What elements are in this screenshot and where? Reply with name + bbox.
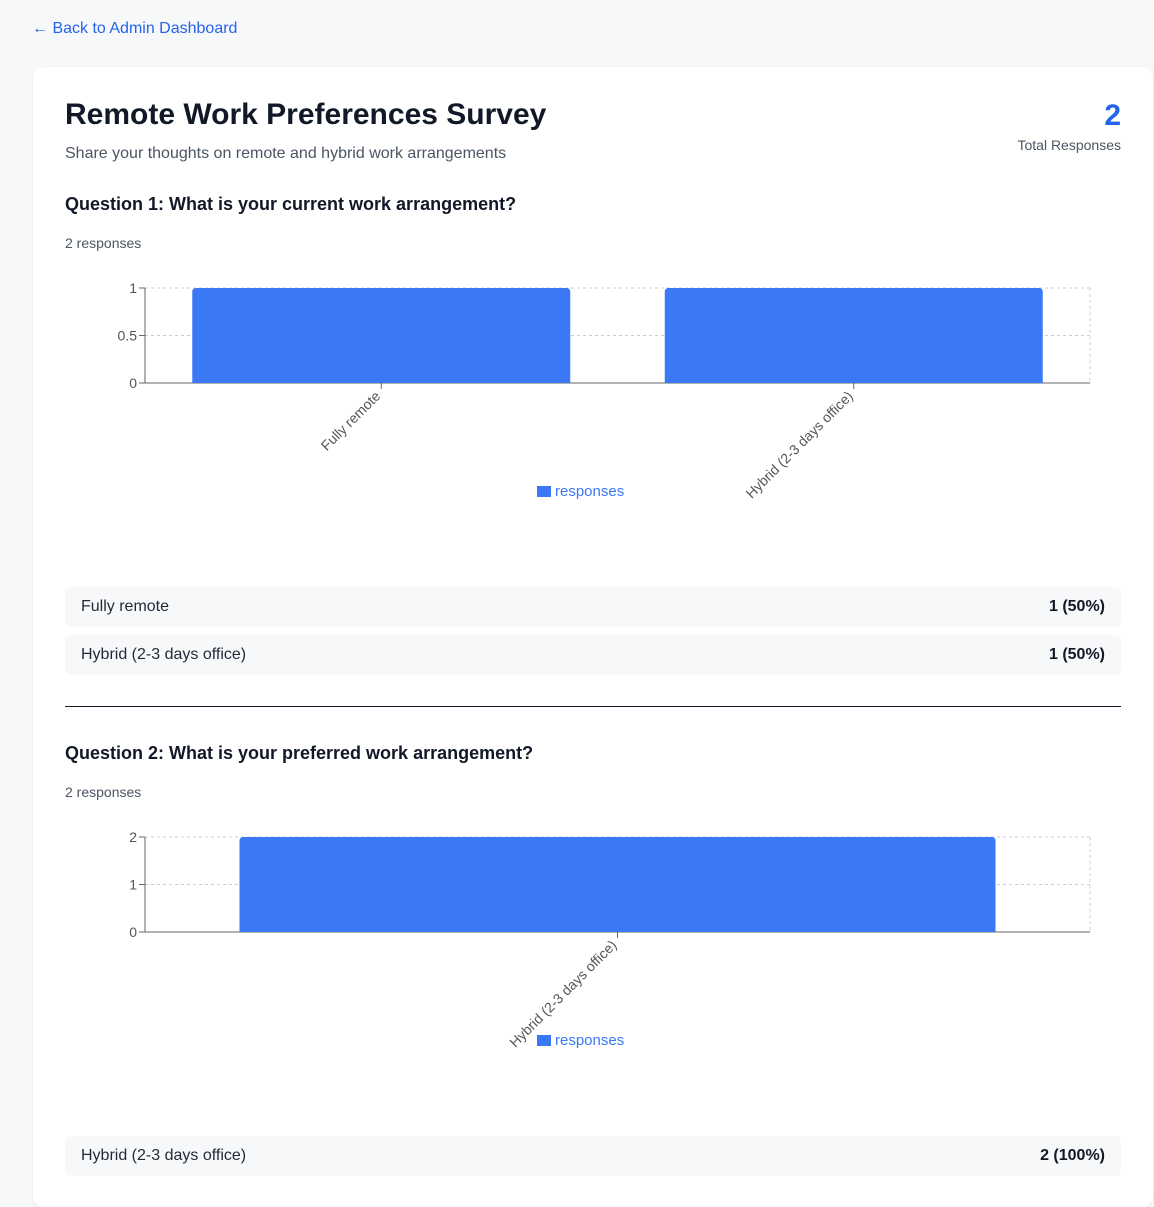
y-tick-label: 0.5	[118, 328, 138, 344]
survey-title: Remote Work Preferences Survey	[65, 98, 547, 131]
y-tick-label: 2	[129, 829, 137, 845]
section-divider	[65, 706, 1121, 707]
bar	[239, 837, 996, 932]
question-1-bar-chart: 0 0.5 1 Fully remote Hybrid (2-3 days office…	[118, 280, 1091, 501]
question-1-title: Question 1: What is your current work ar…	[65, 194, 517, 214]
answer-label: Hybrid (2-3 days office)	[81, 1147, 247, 1164]
total-responses-summary: 2 Total Responses	[1017, 99, 1121, 153]
survey-results-card: Remote Work Preferences Survey Share you…	[33, 67, 1153, 1207]
legend-swatch	[537, 1035, 551, 1046]
question-2-response-count: 2 responses	[65, 784, 142, 800]
legend-label: responses	[555, 483, 624, 500]
total-responses-count: 2	[1104, 99, 1121, 132]
y-tick-label: 0	[129, 375, 137, 391]
bar	[664, 288, 1043, 383]
survey-description: Share your thoughts on remote and hybrid…	[65, 145, 507, 162]
x-tick-label: Fully remote	[318, 388, 384, 454]
question-2-title: Question 2: What is your preferred work …	[65, 743, 534, 763]
answer-row: Hybrid (2-3 days office) 2 (100%)	[65, 1136, 1121, 1176]
legend-swatch	[537, 486, 551, 497]
question-1-section: Question 1: What is your current work ar…	[65, 194, 1121, 675]
back-to-dashboard-link[interactable]: ← Back to Admin Dashboard	[32, 20, 238, 37]
question-2-section: Question 2: What is your preferred work …	[65, 743, 1121, 1176]
answer-row: Fully remote 1 (50%)	[65, 587, 1121, 627]
x-tick-label: Hybrid (2-3 days office)	[742, 388, 855, 501]
answer-row: Hybrid (2-3 days office) 1 (50%)	[65, 635, 1121, 675]
y-tick-label: 0	[129, 924, 137, 940]
y-tick-label: 1	[129, 877, 137, 893]
answer-label: Hybrid (2-3 days office)	[81, 646, 247, 663]
answer-count: 1 (50%)	[1048, 646, 1105, 663]
question-1-response-count: 2 responses	[65, 235, 142, 251]
bar	[192, 288, 571, 383]
y-tick-label: 1	[129, 280, 137, 296]
answer-count: 1 (50%)	[1048, 598, 1105, 615]
legend-label: responses	[555, 1032, 624, 1049]
answer-count: 2 (100%)	[1040, 1147, 1105, 1164]
total-responses-label: Total Responses	[1017, 137, 1121, 153]
answer-label: Fully remote	[81, 598, 170, 615]
